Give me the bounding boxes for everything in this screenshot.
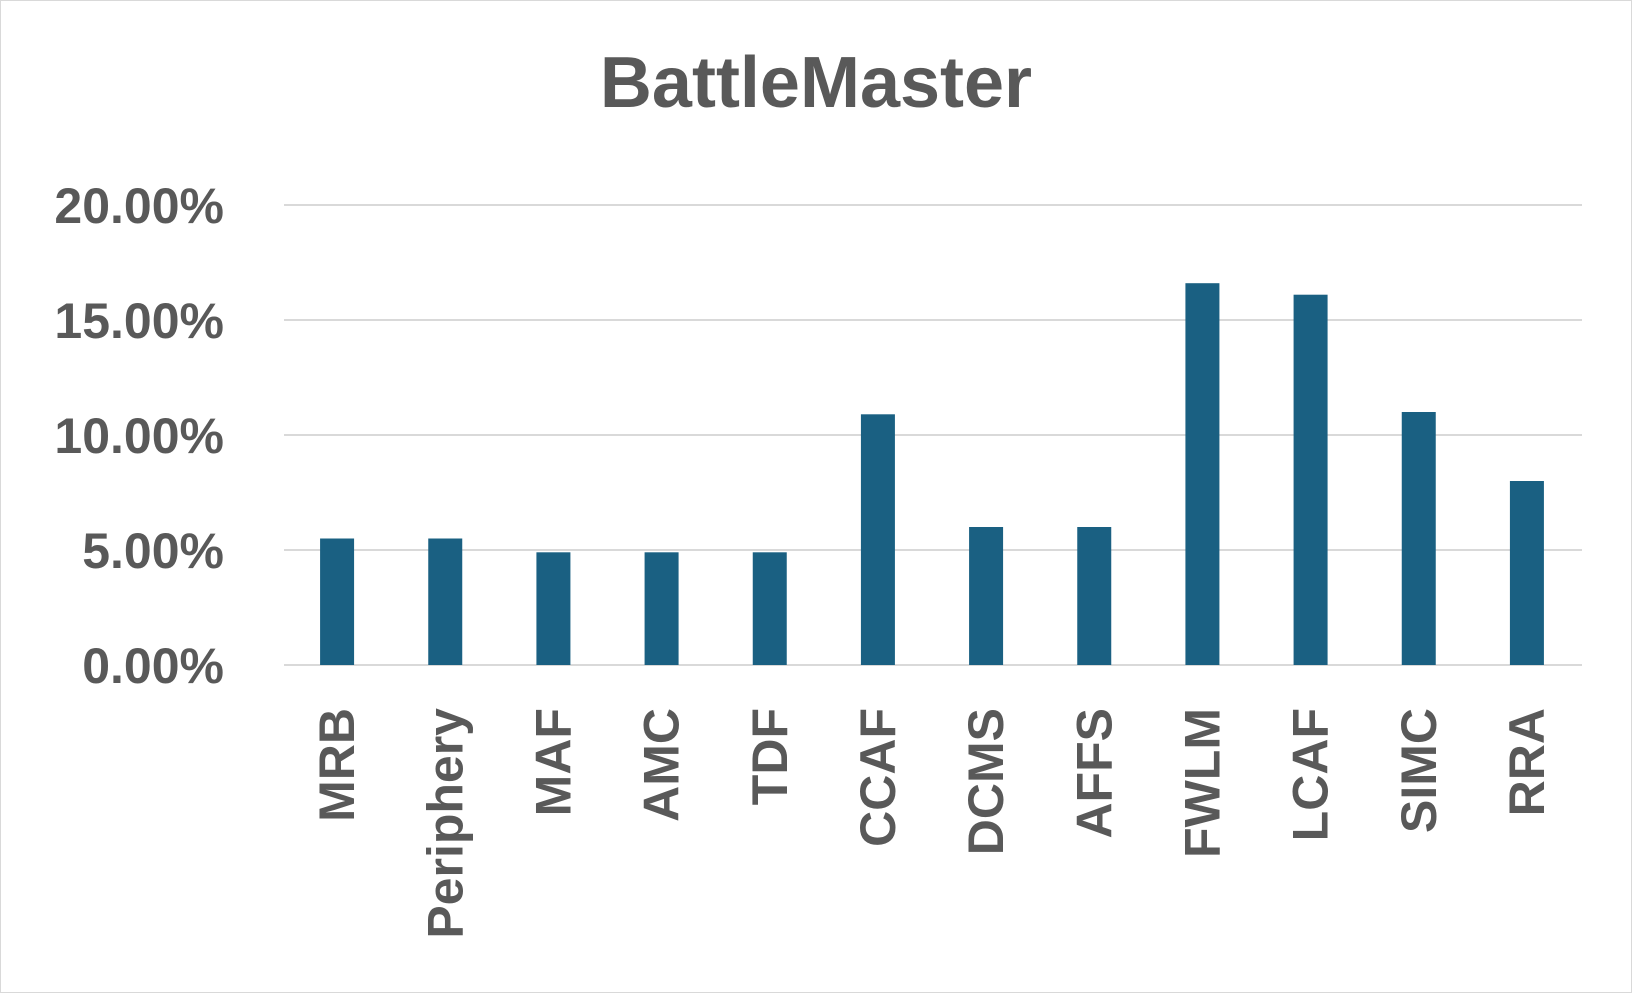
category-label: MRB xyxy=(309,708,365,822)
category-label: AMC xyxy=(634,708,690,822)
category-label: SIMC xyxy=(1391,708,1447,833)
bar xyxy=(860,414,895,665)
category-label: CCAF xyxy=(850,708,906,847)
bar xyxy=(1401,412,1436,665)
chart-title: BattleMaster xyxy=(599,43,1033,123)
category-label: TDF xyxy=(742,708,798,805)
bar xyxy=(1509,481,1544,665)
gridlines xyxy=(284,204,1582,666)
category-label: DCMS xyxy=(958,708,1014,855)
bar xyxy=(320,538,355,665)
category-label: FWLM xyxy=(1174,708,1230,858)
bar xyxy=(644,552,679,665)
category-label: Periphery xyxy=(417,708,473,939)
y-tick-label: 5.00% xyxy=(82,523,224,579)
bar xyxy=(969,527,1004,665)
y-tick-label: 0.00% xyxy=(82,638,224,694)
bar xyxy=(752,552,787,665)
bar xyxy=(1077,527,1112,665)
bar xyxy=(1185,283,1220,665)
category-label: MAF xyxy=(525,708,581,816)
x-axis-category-labels: MRB Periphery MAF AMC TDF CCAF DCMS AFFS FWLM LCA… xyxy=(309,708,1555,939)
bar xyxy=(536,552,571,665)
bars xyxy=(320,283,1544,665)
bar xyxy=(1293,294,1328,665)
y-tick-label: 10.00% xyxy=(54,408,224,464)
category-label: AFFS xyxy=(1066,708,1122,839)
bar xyxy=(428,538,463,665)
y-tick-label: 15.00% xyxy=(54,293,224,349)
category-label: RRA xyxy=(1499,708,1555,816)
category-label: LCAF xyxy=(1283,708,1339,841)
y-axis-tick-labels: 0.00% 5.00% 10.00% 15.00% 20.00% xyxy=(54,178,224,694)
y-tick-label: 20.00% xyxy=(54,178,224,234)
